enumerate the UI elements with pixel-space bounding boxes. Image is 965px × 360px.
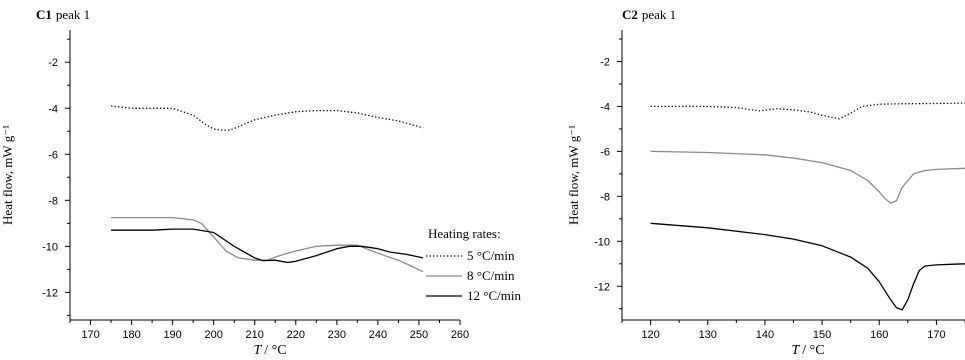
panel-c2-xlabel-unit: / °C [802,343,824,358]
x-tick-label: 220 [287,329,305,341]
series-line-12-c-per-min [650,222,965,311]
y-tick-label: -12 [594,281,610,293]
panel-c1-series [111,105,424,273]
x-tick-label: 180 [122,329,140,341]
x-tick-label: 200 [205,329,223,341]
y-tick-label: -4 [600,101,610,113]
x-tick-label: 130 [699,329,717,341]
legend-entry-8: 8 °C/min [467,268,515,283]
panel-c1-ylabel: Heat flow, mW g⁻¹ [0,125,15,225]
x-tick-label: 240 [369,329,387,341]
x-tick-label: 120 [641,329,659,341]
x-tick-label: 160 [870,329,888,341]
panel-c1: C1 peak 1 -2 -4 -6 -8 -10 -12 170 180 190 200 210 22… [0,7,521,358]
x-tick-label: 250 [410,329,428,341]
panel-c1-prefix: C1 [36,7,52,22]
series-line-12-c-per-min [111,228,424,264]
panel-c1-title-text: peak 1 [56,7,90,22]
series-line-5-c-per-min [111,105,424,131]
legend-title: Heating rates: [428,226,501,241]
y-tick-label: -2 [48,57,58,69]
x-tick-label: 140 [756,329,774,341]
panel-c2-xlabel-var: T [791,343,800,358]
y-tick-label: -2 [600,56,610,68]
y-tick-label: -6 [600,146,610,158]
x-tick-label: 150 [813,329,831,341]
panel-c1-xlabel: T / °C [253,343,286,358]
panel-c2-prefix: C2 [622,7,638,22]
y-tick-label: -8 [48,195,58,207]
panel-c1-xlabel-unit: / °C [264,343,286,358]
panel-c1-axes: -2 -4 -6 -8 -10 -12 170 180 190 200 210 220 230 240 25… [42,30,469,341]
x-tick-label: 170 [81,329,99,341]
panel-c1-title: C1 peak 1 [36,7,90,22]
panel-c2-xlabel: T / °C [791,343,824,358]
series-line-8-c-per-min [111,216,424,273]
x-tick-label: 190 [163,329,181,341]
series-line-5-c-per-min [650,102,965,120]
y-tick-label: -12 [42,287,58,299]
panel-c2-title-text: peak 1 [642,7,676,22]
y-tick-label: -10 [42,241,58,253]
series-line-8-c-per-min [650,150,965,204]
y-tick-label: -10 [594,236,610,248]
y-tick-label: -8 [600,191,610,203]
x-tick-label: 210 [246,329,264,341]
panel-c2-axes: -2 -4 -6 -8 -10 -12 120 130 140 150 160 170 [594,30,965,341]
legend-entry-12: 12 °C/min [467,288,521,303]
panel-c2-ylabel: Heat flow, mW g⁻¹ [566,125,581,225]
legend-entry-5: 5 °C/min [467,248,515,263]
y-tick-label: -4 [48,103,58,115]
legend: Heating rates: 5 °C/min 8 °C/min 12 °C/m… [426,226,521,303]
x-tick-label: 170 [927,329,945,341]
y-tick-label: -6 [48,149,58,161]
panel-c2: C2 peak 1 -2 -4 -6 -8 -10 -12 120 130 140 150 160 17… [566,7,965,358]
panel-c2-title: C2 peak 1 [622,7,676,22]
x-tick-label: 260 [451,329,469,341]
panel-c2-series [650,102,965,311]
x-tick-label: 230 [328,329,346,341]
panel-c1-xlabel-var: T [253,343,262,358]
